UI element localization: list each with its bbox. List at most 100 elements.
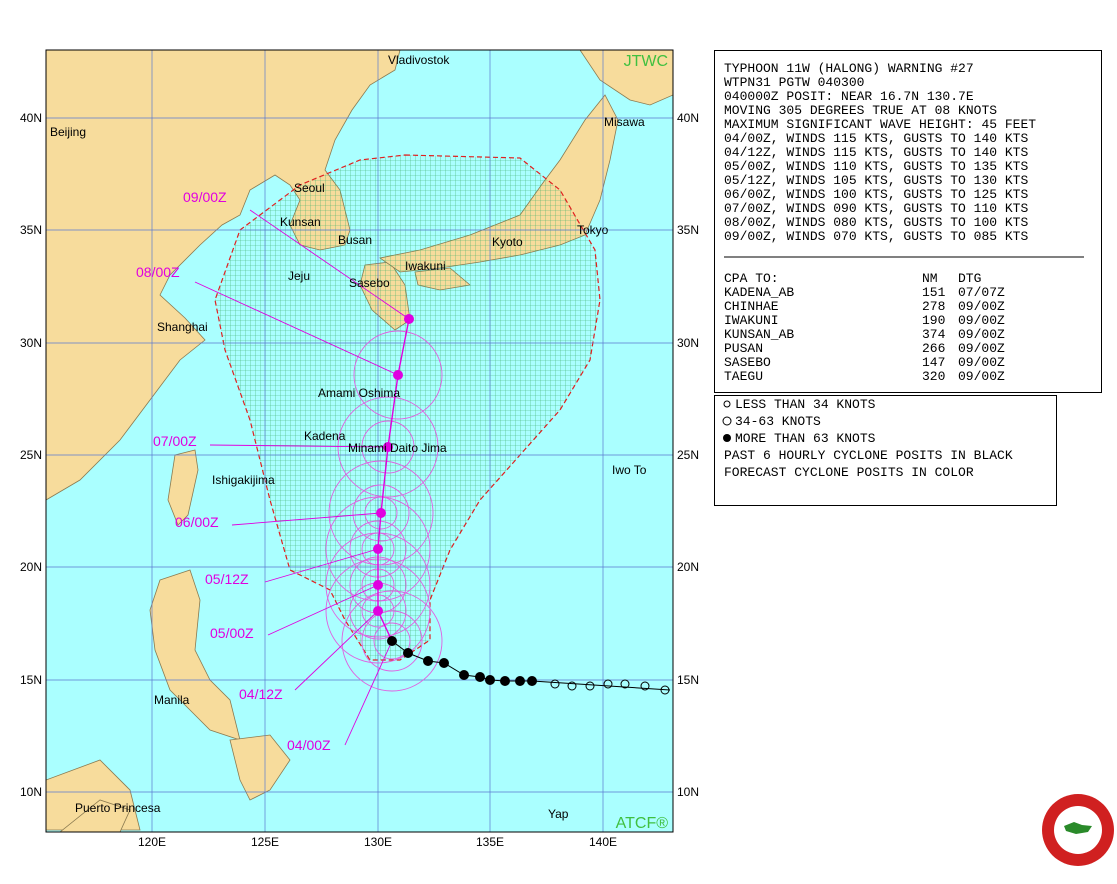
lat-label: 10N <box>677 785 699 799</box>
cpa-cell: TAEGU <box>724 369 763 384</box>
cpa-cell: 09/00Z <box>958 369 1005 384</box>
place-name: Kyoto <box>492 235 523 249</box>
wind-radii <box>325 330 443 692</box>
cpa-cell: 190 <box>922 313 945 328</box>
cpa-cell: 320 <box>922 369 945 384</box>
past-storm-symbols <box>550 679 670 695</box>
legend-symbol <box>723 434 731 442</box>
lat-label: 30N <box>20 336 42 350</box>
cpa-cell: 374 <box>922 327 946 342</box>
lon-label: 135E <box>476 835 504 849</box>
place-name: Iwakuni <box>405 259 446 273</box>
forecast-labels: 09/00Z 08/00Z 07/00Z 06/00Z 05/12Z 05/00Z 04/1… <box>136 189 331 753</box>
forecast-time: 08/00Z <box>136 264 180 280</box>
place-name: Misawa <box>604 115 645 129</box>
cpa-cell: SASEBO <box>724 355 771 370</box>
place-name: Minami Daito Jima <box>348 441 447 455</box>
cpa-cell: 09/00Z <box>958 313 1005 328</box>
legend: LESS THAN 34 KNOTS 34-63 KNOTS MORE THAN 6… <box>722 397 1013 480</box>
axis-labels: 40N 40N 35N 35N 30N 30N 25N 25N 20N 20N 15N 15N 10N 1… <box>20 111 699 849</box>
forecast-time: 09/00Z <box>183 189 227 205</box>
place-name: Amami Oshima <box>318 386 400 400</box>
warning-line: 04/12Z, WINDS 115 KTS, GUSTS TO 140 KTS <box>724 145 1028 160</box>
cpa-header: NM <box>922 271 938 286</box>
lat-label: 40N <box>677 111 699 125</box>
warning-line: MOVING 305 DEGREES TRUE AT 08 KNOTS <box>724 103 997 118</box>
place-name: Kunsan <box>280 215 321 229</box>
cpa-cell: 278 <box>922 299 945 314</box>
lat-label: 10N <box>20 785 42 799</box>
legend-box <box>714 395 1057 506</box>
warning-line: 07/00Z, WINDS 090 KTS, GUSTS TO 110 KTS <box>724 201 1028 216</box>
legend-line: FORECAST CYCLONE POSITS IN COLOR <box>724 465 974 480</box>
legend-line: 34-63 KNOTS <box>735 414 821 429</box>
cpa-header: DTG <box>958 271 981 286</box>
warning-line: 09/00Z, WINDS 070 KTS, GUSTS TO 085 KTS <box>724 229 1028 244</box>
lon-label: 125E <box>251 835 279 849</box>
place-name: Manila <box>154 693 190 707</box>
lat-label: 35N <box>20 223 42 237</box>
cpa-cell: KADENA_AB <box>724 285 794 300</box>
forecast-time: 04/00Z <box>287 737 331 753</box>
place-name: Tokyo <box>577 223 609 237</box>
lat-label: 25N <box>20 448 42 462</box>
place-name: Beijing <box>50 125 86 139</box>
places: Vladivostok Beijing Misawa Seoul Kunsan Busan… <box>50 53 647 821</box>
lat-label: 35N <box>677 223 699 237</box>
warning-line: TYPHOON 11W (HALONG) WARNING #27 <box>724 61 974 76</box>
cpa-cell: IWAKUNI <box>724 313 779 328</box>
forecast-time: 04/12Z <box>239 686 283 702</box>
lat-label: 25N <box>677 448 699 462</box>
jtwc-seal <box>1042 794 1114 866</box>
legend-line: MORE THAN 63 KNOTS <box>735 431 876 446</box>
lat-label: 30N <box>677 336 699 350</box>
cpa-header: CPA TO: <box>724 271 779 286</box>
cpa-cell: 09/00Z <box>958 341 1005 356</box>
cpa-cell: CHINHAE <box>724 299 779 314</box>
legend-symbol <box>722 416 732 426</box>
forecast-time: 06/00Z <box>175 514 219 530</box>
lon-label: 130E <box>364 835 392 849</box>
lat-label: 15N <box>677 673 699 687</box>
map-frame <box>45 49 674 833</box>
warning-line: 040000Z POSIT: NEAR 16.7N 130.7E <box>724 89 974 104</box>
danger-area <box>214 154 601 661</box>
atcf-logo: ATCF® <box>616 815 669 832</box>
cpa-cell: 07/07Z <box>958 285 1005 300</box>
place-name: Yap <box>548 807 569 821</box>
warning-line: 06/00Z, WINDS 100 KTS, GUSTS TO 125 KTS <box>724 187 1028 202</box>
cpa-cell: 151 <box>922 285 946 300</box>
cpa-table: CPA TO: NM DTG KADENA_AB 151 07/07Z CHINHAE 278… <box>724 271 1005 384</box>
cpa-cell: 09/00Z <box>958 327 1005 342</box>
forecast-time: 05/12Z <box>205 571 249 587</box>
place-name: Puerto Princesa <box>75 801 161 815</box>
legend-symbol <box>723 400 731 408</box>
cpa-cell: KUNSAN_AB <box>724 327 794 342</box>
past-positions <box>387 636 537 686</box>
warning-line: MAXIMUM SIGNIFICANT WAVE HEIGHT: 45 FEET <box>724 117 1036 132</box>
lat-label: 15N <box>20 673 42 687</box>
warning-line: 05/12Z, WINDS 105 KTS, GUSTS TO 130 KTS <box>724 173 1028 188</box>
cpa-cell: 147 <box>922 355 945 370</box>
cpa-cell: PUSAN <box>724 341 763 356</box>
place-name: Kadena <box>304 429 346 443</box>
place-name: Busan <box>338 233 372 247</box>
graticule <box>46 50 673 832</box>
place-name: Sasebo <box>349 276 390 290</box>
legend-line: LESS THAN 34 KNOTS <box>735 397 876 412</box>
warning-line: 05/00Z, WINDS 110 KTS, GUSTS TO 135 KTS <box>724 159 1028 174</box>
warning-box <box>714 50 1102 393</box>
lon-label: 120E <box>138 835 166 849</box>
place-name: Shanghai <box>157 320 208 334</box>
jtwc-logo: JTWC <box>624 53 668 70</box>
lat-label: 20N <box>20 560 42 574</box>
place-name: Ishigakijima <box>212 473 275 487</box>
cpa-cell: 09/00Z <box>958 299 1005 314</box>
warning-line: 08/00Z, WINDS 080 KTS, GUSTS TO 100 KTS <box>724 215 1028 230</box>
cpa-cell: 266 <box>922 341 945 356</box>
place-name: Iwo To <box>612 463 647 477</box>
place-name: Vladivostok <box>388 53 450 67</box>
